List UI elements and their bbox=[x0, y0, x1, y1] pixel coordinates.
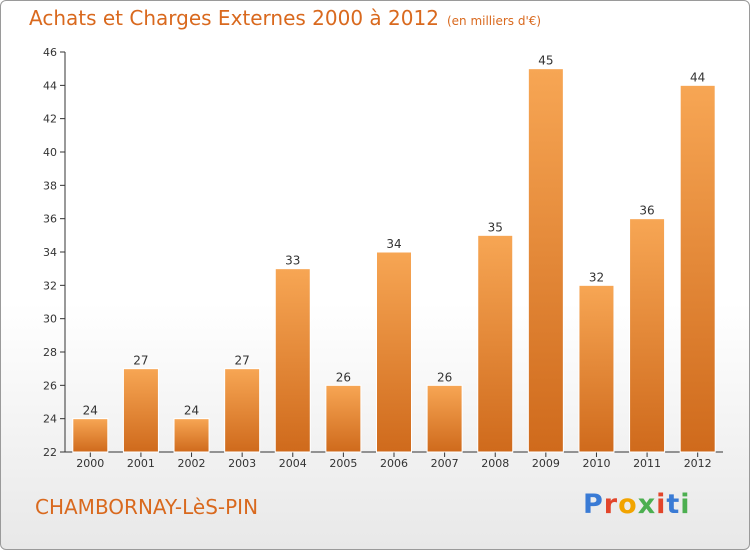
data-label-2008: 35 bbox=[488, 220, 503, 234]
x-tick-label-2002: 2002 bbox=[178, 457, 206, 470]
bar-2006 bbox=[376, 251, 412, 453]
chart-subtitle: (en milliers d'€) bbox=[446, 14, 542, 28]
y-tick-label: 30 bbox=[43, 313, 57, 326]
data-label-2011: 36 bbox=[639, 204, 654, 218]
x-tick-label-2012: 2012 bbox=[684, 457, 712, 470]
y-tick-label: 34 bbox=[43, 246, 57, 259]
data-label-2004: 33 bbox=[285, 254, 300, 268]
y-tick-label: 42 bbox=[43, 113, 57, 126]
data-label-2002: 24 bbox=[184, 404, 199, 418]
chart-title: Achats et Charges Externes 2000 à 2012 (e… bbox=[29, 6, 541, 30]
y-tick-label: 46 bbox=[43, 46, 57, 59]
bar-2007 bbox=[426, 384, 463, 453]
data-label-2006: 34 bbox=[386, 237, 401, 251]
town-name: CHAMBORNAY-LèS-PIN bbox=[35, 495, 259, 519]
bar-2009 bbox=[527, 68, 564, 453]
bar-2003 bbox=[224, 368, 261, 453]
bar-2004 bbox=[274, 268, 311, 453]
bar-2010 bbox=[578, 284, 615, 453]
data-label-2005: 26 bbox=[336, 370, 351, 384]
bar-2002 bbox=[173, 418, 210, 453]
data-label-2000: 24 bbox=[83, 404, 98, 418]
data-label-2001: 27 bbox=[133, 354, 148, 368]
chart-title-text: Achats et Charges Externes 2000 à 2012 bbox=[29, 6, 439, 30]
y-tick-label: 40 bbox=[43, 146, 57, 159]
x-tick-label-2009: 2009 bbox=[532, 457, 560, 470]
bar-2011 bbox=[629, 218, 666, 453]
bar-2001 bbox=[122, 368, 159, 453]
y-tick-label: 24 bbox=[43, 413, 57, 426]
y-tick-label: 28 bbox=[43, 346, 57, 359]
x-tick-label-2005: 2005 bbox=[329, 457, 357, 470]
y-tick-label: 38 bbox=[43, 179, 57, 192]
x-tick-label-2000: 2000 bbox=[76, 457, 104, 470]
x-tick-label-2006: 2006 bbox=[380, 457, 408, 470]
x-tick-label-2010: 2010 bbox=[582, 457, 610, 470]
x-tick-label-2007: 2007 bbox=[431, 457, 459, 470]
y-tick-label: 44 bbox=[43, 79, 57, 92]
proxiti-logo: Proxiti bbox=[583, 489, 691, 520]
y-tick-label: 26 bbox=[43, 379, 57, 392]
data-label-2007: 26 bbox=[437, 370, 452, 384]
y-tick-label: 32 bbox=[43, 279, 57, 292]
y-tick-label: 36 bbox=[43, 213, 57, 226]
bar-2005 bbox=[325, 384, 362, 453]
x-tick-label-2003: 2003 bbox=[228, 457, 256, 470]
data-label-2012: 44 bbox=[690, 70, 705, 84]
data-label-2010: 32 bbox=[589, 270, 604, 284]
data-label-2003: 27 bbox=[235, 354, 250, 368]
x-tick-label-2001: 2001 bbox=[127, 457, 155, 470]
x-tick-label-2008: 2008 bbox=[481, 457, 509, 470]
x-tick-label-2004: 2004 bbox=[279, 457, 307, 470]
bar-2012 bbox=[679, 84, 716, 453]
x-tick-label-2011: 2011 bbox=[633, 457, 661, 470]
data-label-2009: 45 bbox=[538, 54, 553, 68]
bar-2000 bbox=[72, 418, 109, 453]
bar-2008 bbox=[477, 234, 514, 453]
y-tick-label: 22 bbox=[43, 446, 57, 459]
